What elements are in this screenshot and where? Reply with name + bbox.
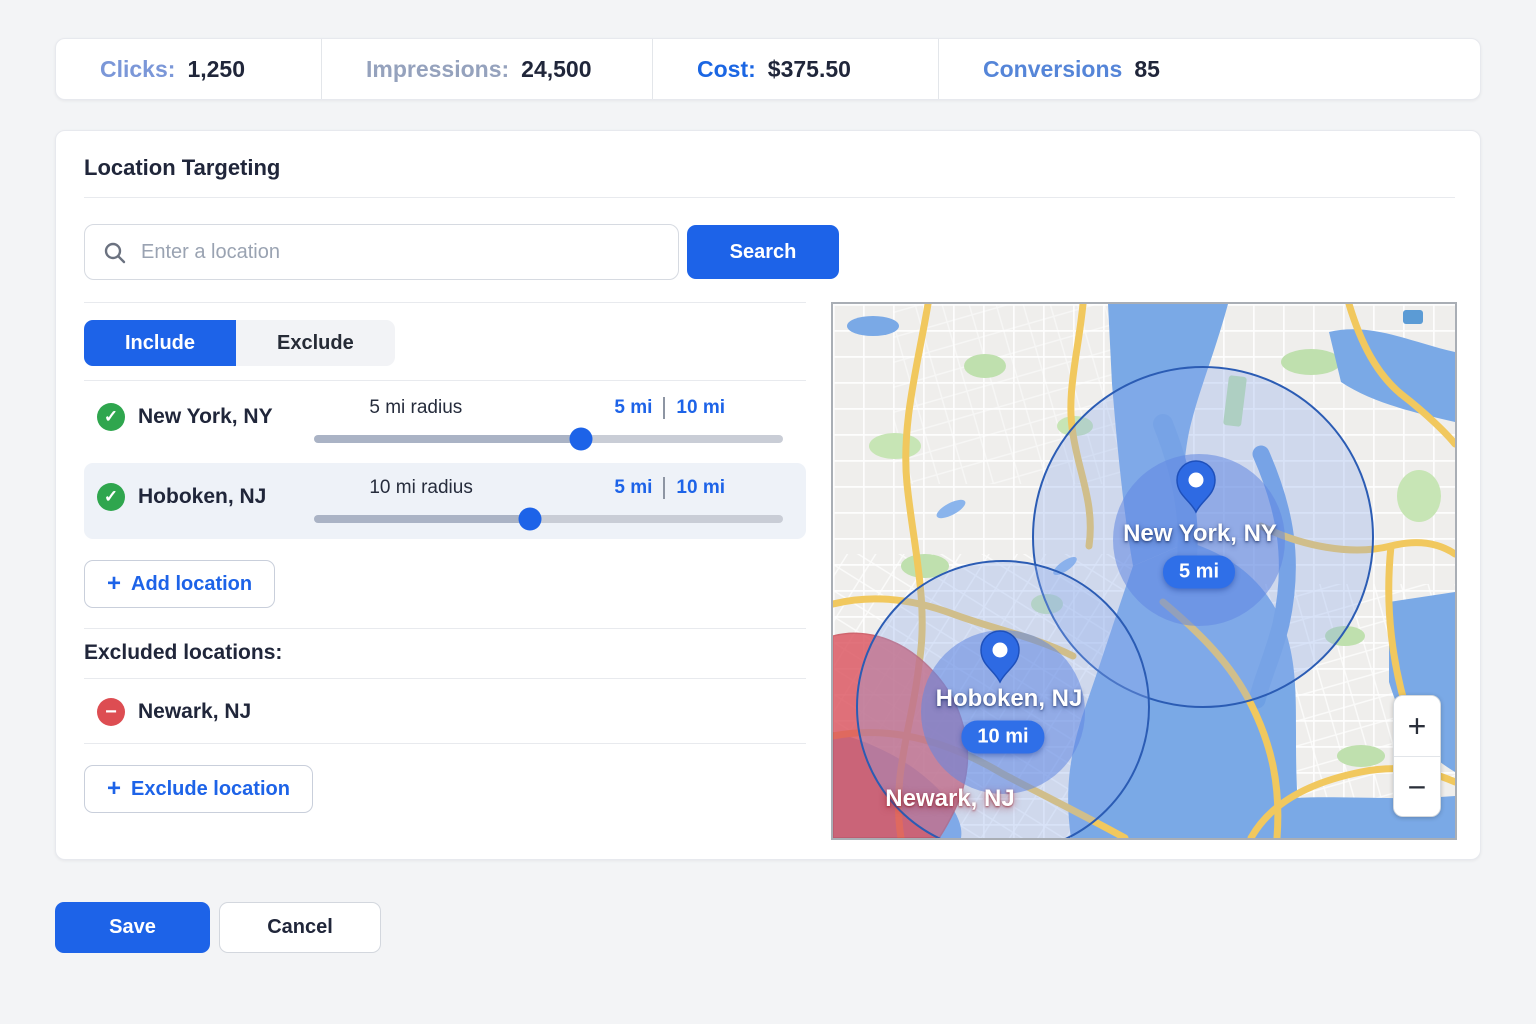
add-location-button[interactable]: + Add location (84, 560, 276, 608)
radius-quick-links: 5 mi 10 mi (614, 397, 725, 419)
cancel-button[interactable]: Cancel (219, 902, 381, 953)
stat-conversions-label: Conversions (983, 55, 1123, 82)
stat-cost-value: $375.50 (767, 55, 851, 82)
divider (84, 678, 806, 679)
zoom-out-button[interactable]: − (1394, 756, 1440, 816)
zoom-in-button[interactable]: + (1394, 696, 1440, 756)
footer-actions: Save Cancel (55, 902, 1481, 953)
divider (84, 743, 806, 744)
plus-icon: + (107, 775, 122, 802)
included-location-row-hoboken: ✓ Hoboken, NJ 10 mi radius 5 mi 10 mi (84, 463, 806, 539)
radius-link-5mi[interactable]: 5 mi (614, 477, 653, 498)
radius-slider[interactable] (314, 435, 783, 443)
stat-impressions: Impressions: 24,500 (321, 39, 652, 99)
tab-include[interactable]: Include (84, 320, 237, 366)
map-pin-hoboken[interactable] (980, 630, 1020, 684)
divider (84, 380, 806, 381)
stat-cost-label: Cost: (697, 55, 756, 82)
search-field (84, 224, 679, 280)
included-check-icon: ✓ (97, 483, 125, 511)
location-name: Newark, NJ (138, 700, 252, 723)
search-button[interactable]: Search (687, 225, 839, 279)
divider (84, 197, 1455, 198)
targeting-controls: Include Exclude ✓ New York, NY 5 mi radi… (84, 302, 806, 840)
location-name: New York, NY (138, 405, 273, 428)
location-targeting-panel: Location Targeting Search Include Exclud… (55, 130, 1481, 860)
radius-controls: 10 mi radius 5 mi 10 mi (314, 477, 783, 523)
panel-title: Location Targeting (84, 155, 281, 180)
radius-link-10mi[interactable]: 10 mi (676, 397, 725, 418)
exclude-location-label: Exclude location (131, 777, 290, 800)
stats-bar: Clicks: 1,250 Impressions: 24,500 Cost: … (55, 38, 1481, 100)
map-pin-new-york[interactable] (1176, 460, 1216, 514)
map: New York, NY 5 mi Hoboken, NJ 10 mi Newa… (831, 302, 1457, 840)
exclude-location-button[interactable]: + Exclude location (84, 765, 313, 813)
radius-slider[interactable] (314, 515, 783, 523)
save-button[interactable]: Save (55, 902, 210, 953)
stat-clicks-value: 1,250 (187, 55, 245, 82)
stat-clicks-label: Clicks: (100, 55, 176, 82)
divider (84, 628, 806, 629)
tab-exclude[interactable]: Exclude (236, 320, 395, 366)
excluded-location-row-newark: − Newark, NJ (84, 679, 806, 742)
radius-circle-inner-new-york[interactable] (1113, 454, 1285, 626)
stat-clicks: Clicks: 1,250 (56, 39, 321, 99)
search-row: Search (84, 224, 1455, 280)
location-search-input[interactable] (85, 225, 678, 279)
search-icon (104, 242, 126, 264)
map-zoom-control: + − (1393, 695, 1441, 817)
map-canvas[interactable] (833, 304, 1455, 838)
stat-impressions-label: Impressions: (366, 55, 510, 82)
included-location-row-new-york: ✓ New York, NY 5 mi radius 5 mi 10 mi (84, 383, 806, 459)
radius-row: 10 mi radius 5 mi 10 mi (314, 477, 783, 499)
location-identity: ✓ New York, NY (97, 397, 314, 431)
page: Clicks: 1,250 Impressions: 24,500 Cost: … (0, 0, 1536, 953)
radius-label: 10 mi radius (369, 477, 473, 498)
excluded-minus-icon: − (97, 698, 125, 726)
stat-impressions-value: 24,500 (521, 55, 592, 82)
panel-columns: Include Exclude ✓ New York, NY 5 mi radi… (84, 302, 1457, 840)
stat-conversions-value: 85 (1134, 55, 1160, 82)
link-separator (663, 477, 666, 499)
divider (84, 302, 806, 303)
radius-quick-links: 5 mi 10 mi (614, 477, 725, 499)
location-identity: ✓ Hoboken, NJ (97, 477, 314, 511)
radius-row: 5 mi radius 5 mi 10 mi (314, 397, 783, 419)
location-name: Hoboken, NJ (138, 485, 267, 508)
street-grid (893, 304, 1133, 484)
radius-label: 5 mi radius (369, 397, 463, 418)
add-location-label: Add location (131, 572, 253, 595)
stat-cost: Cost: $375.50 (652, 39, 938, 99)
excluded-locations-heading: Excluded locations: (84, 641, 283, 664)
included-check-icon: ✓ (97, 403, 125, 431)
map-poi-icon (1403, 310, 1423, 324)
radius-link-10mi[interactable]: 10 mi (676, 477, 725, 498)
radius-link-5mi[interactable]: 5 mi (614, 397, 653, 418)
stat-conversions: Conversions 85 (938, 39, 1480, 99)
radius-controls: 5 mi radius 5 mi 10 mi (314, 397, 783, 443)
plus-icon: + (107, 570, 122, 597)
include-exclude-tabs: Include Exclude (84, 320, 806, 366)
link-separator (663, 397, 666, 419)
